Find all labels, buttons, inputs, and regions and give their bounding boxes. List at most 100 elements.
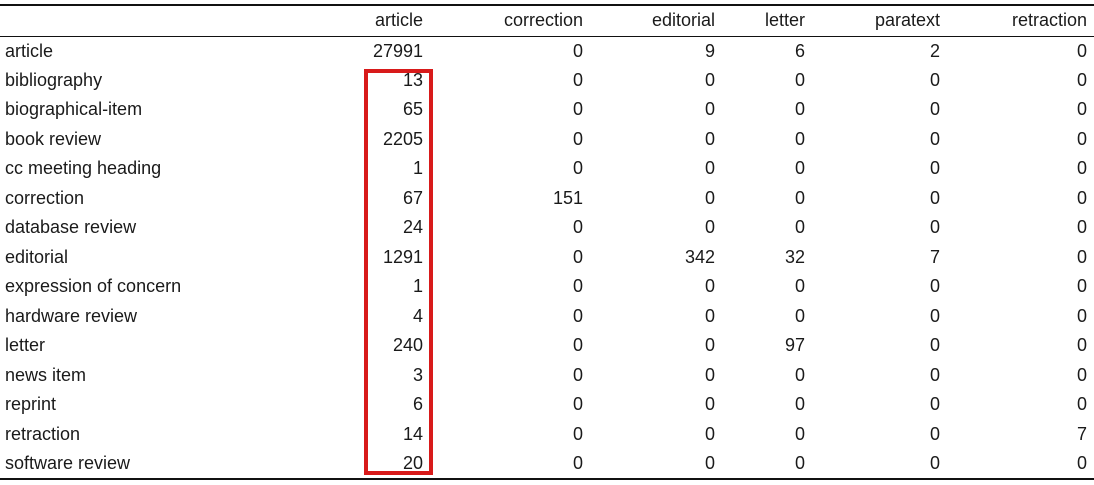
table-row: article 27991 0 9 6 2 0 xyxy=(0,36,1094,66)
table-row: book review 2205 0 0 0 0 0 xyxy=(0,125,1094,155)
cell-paratext: 0 xyxy=(929,187,940,208)
cell-retraction: 0 xyxy=(1076,452,1087,473)
table-row: database review 24 0 0 0 0 0 xyxy=(0,213,1094,243)
cell-editorial: 0 xyxy=(704,187,715,208)
row-label: biographical-item xyxy=(5,99,143,120)
crosstab-table-container: article correction editorial letter para… xyxy=(0,4,1094,480)
cell-paratext: 0 xyxy=(929,99,940,120)
header-paratext: paratext xyxy=(812,5,947,37)
table-row: bibliography 13 0 0 0 0 0 xyxy=(0,66,1094,96)
cell-article: 1 xyxy=(412,158,423,179)
header-stub xyxy=(0,5,250,37)
row-label: software review xyxy=(5,452,131,473)
table-row: cc meeting heading 1 0 0 0 0 0 xyxy=(0,154,1094,184)
cell-retraction: 0 xyxy=(1076,217,1087,238)
cell-article: 14 xyxy=(402,423,423,444)
cell-editorial: 0 xyxy=(704,217,715,238)
cell-letter: 0 xyxy=(794,158,805,179)
cell-editorial: 0 xyxy=(704,99,715,120)
row-label: expression of concern xyxy=(5,276,182,297)
cell-editorial: 0 xyxy=(704,69,715,90)
cell-retraction: 7 xyxy=(1076,423,1087,444)
cell-letter: 0 xyxy=(794,69,805,90)
cell-article: 1 xyxy=(412,276,423,297)
cell-editorial: 0 xyxy=(704,452,715,473)
cell-retraction: 0 xyxy=(1076,276,1087,297)
cell-editorial: 9 xyxy=(704,40,715,61)
cell-letter: 0 xyxy=(794,364,805,385)
row-label: retraction xyxy=(5,423,81,444)
cell-editorial: 0 xyxy=(704,276,715,297)
cell-letter: 0 xyxy=(794,394,805,415)
cell-correction: 0 xyxy=(572,246,583,267)
cell-article: 20 xyxy=(402,452,423,473)
row-label: cc meeting heading xyxy=(5,158,162,179)
header-correction: correction xyxy=(430,5,590,37)
cell-editorial: 0 xyxy=(704,335,715,356)
cell-paratext: 0 xyxy=(929,158,940,179)
cell-paratext: 0 xyxy=(929,394,940,415)
cell-article: 27991 xyxy=(372,40,423,61)
row-label: correction xyxy=(5,187,85,208)
cell-letter: 32 xyxy=(784,246,805,267)
cell-article: 6 xyxy=(412,394,423,415)
table-row: reprint 6 0 0 0 0 0 xyxy=(0,390,1094,420)
cell-letter: 0 xyxy=(794,187,805,208)
table-row: hardware review 4 0 0 0 0 0 xyxy=(0,302,1094,332)
cell-retraction: 0 xyxy=(1076,69,1087,90)
table-row: news item 3 0 0 0 0 0 xyxy=(0,361,1094,391)
header-row: article correction editorial letter para… xyxy=(0,5,1094,37)
cell-correction: 0 xyxy=(572,452,583,473)
cell-paratext: 2 xyxy=(929,40,940,61)
cell-letter: 6 xyxy=(794,40,805,61)
cell-paratext: 7 xyxy=(929,246,940,267)
cell-article: 3 xyxy=(412,364,423,385)
cell-paratext: 0 xyxy=(929,335,940,356)
cell-retraction: 0 xyxy=(1076,99,1087,120)
cell-article: 67 xyxy=(402,187,423,208)
cell-editorial: 0 xyxy=(704,394,715,415)
row-label: database review xyxy=(5,217,137,238)
cell-paratext: 0 xyxy=(929,69,940,90)
cell-correction: 0 xyxy=(572,158,583,179)
cell-correction: 0 xyxy=(572,423,583,444)
cell-article: 2205 xyxy=(382,128,423,149)
cell-correction: 151 xyxy=(552,187,583,208)
cell-article: 65 xyxy=(402,99,423,120)
crosstab-table: article correction editorial letter para… xyxy=(0,4,1094,480)
cell-letter: 0 xyxy=(794,423,805,444)
row-label: bibliography xyxy=(5,69,103,90)
cell-correction: 0 xyxy=(572,335,583,356)
cell-retraction: 0 xyxy=(1076,246,1087,267)
cell-correction: 0 xyxy=(572,276,583,297)
cell-editorial: 0 xyxy=(704,364,715,385)
cell-letter: 0 xyxy=(794,276,805,297)
cell-article: 1291 xyxy=(382,246,423,267)
cell-article: 4 xyxy=(412,305,423,326)
cell-correction: 0 xyxy=(572,128,583,149)
cell-letter: 0 xyxy=(794,217,805,238)
table-body: article 27991 0 9 6 2 0 bibliography 13 0 0 0 0 0 biog… xyxy=(0,36,1094,479)
cell-editorial: 0 xyxy=(704,158,715,179)
cell-article: 13 xyxy=(402,69,423,90)
header-retraction: retraction xyxy=(947,5,1094,37)
cell-article: 240 xyxy=(392,335,423,356)
row-label: hardware review xyxy=(5,305,138,326)
table-row: correction 67 151 0 0 0 0 xyxy=(0,184,1094,214)
cell-letter: 0 xyxy=(794,99,805,120)
row-label: news item xyxy=(5,364,87,385)
table-row: software review 20 0 0 0 0 0 xyxy=(0,449,1094,479)
cell-editorial: 0 xyxy=(704,423,715,444)
cell-letter: 0 xyxy=(794,452,805,473)
cell-paratext: 0 xyxy=(929,364,940,385)
cell-letter: 0 xyxy=(794,128,805,149)
cell-retraction: 0 xyxy=(1076,305,1087,326)
cell-paratext: 0 xyxy=(929,128,940,149)
cell-correction: 0 xyxy=(572,305,583,326)
row-label: book review xyxy=(5,128,102,149)
table-row: letter 240 0 0 97 0 0 xyxy=(0,331,1094,361)
cell-retraction: 0 xyxy=(1076,364,1087,385)
cell-retraction: 0 xyxy=(1076,128,1087,149)
row-label: letter xyxy=(5,335,46,356)
row-label: article xyxy=(5,40,54,61)
